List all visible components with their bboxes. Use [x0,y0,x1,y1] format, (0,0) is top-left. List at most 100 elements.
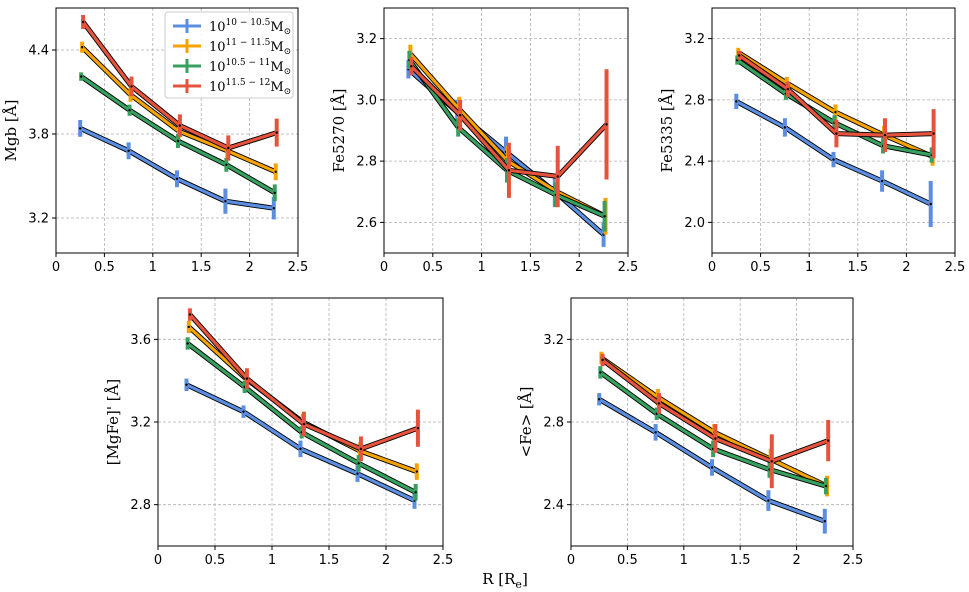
y-axis-label: <Fe> [Å] [517,387,535,458]
axes-frame [55,7,299,254]
data-point [81,20,85,24]
data-point [932,132,935,135]
y-axis-label: Mgb [Å] [2,100,20,162]
axes-frame [711,7,956,254]
data-point [245,377,249,380]
panel-3: 0 0.5 1 1.5 2 2.5 2.0 2.4 2.8 3.2 Fe5335 [Å] [658,7,965,275]
panel-4: 0 0.5 1 1.5 2 2.5 2.8 3.2 3.6 [MgFe]' [Å] [104,297,454,568]
x-tick-label: 1 [268,553,276,568]
series-3 [79,72,277,202]
x-tick-label: 1.5 [191,260,212,275]
data-point [832,158,835,161]
data-point [823,520,826,523]
x-tick-label: 2.5 [843,553,864,568]
data-point [883,133,887,137]
data-point [601,358,604,362]
series-4 [187,308,420,462]
series-1 [78,120,276,220]
data-point [714,437,717,440]
x-tick-label: 2 [575,260,583,275]
data-point [224,200,227,203]
data-point [127,149,130,152]
legend-entry: 1010.5 − 11M⊙ [173,58,291,77]
data-point [880,179,884,183]
series-4 [737,50,936,159]
x-tick-label: 1 [477,260,485,275]
x-tick-label: 2.5 [433,553,454,568]
series-3 [598,366,828,495]
series-1 [597,393,827,534]
legend-label: 1011 − 11.5M⊙ [209,38,291,57]
x-tick-label: 1.5 [319,553,340,568]
y-tick-label: 3.2 [28,212,49,227]
legend: 1010 − 10.5M⊙1011 − 11.5M⊙1010.5 − 11M⊙1… [164,11,294,99]
data-point [273,191,276,194]
panel-5: 0 0.5 1 1.5 2 2.5 2.4 2.8 3.2 <Fe> [Å] [517,297,864,568]
y-axis-label: [MgFe]' [Å] [104,379,122,466]
axes-frame [383,7,629,254]
x-tick-label: 1 [149,260,157,275]
data-point [187,325,190,329]
series-1 [184,378,417,509]
series-4 [81,15,279,161]
data-point [188,313,192,316]
y-tick-label: 3.2 [684,32,705,47]
panel-2: 0 0.5 1 1.5 2 2.5 2.6 2.8 3.0 3.2 Fe5270 [Å] [330,7,638,275]
data-point [80,46,84,49]
x-tick-label: 1 [680,553,688,568]
legend-entry: 1011.5 − 12M⊙ [173,78,291,97]
data-point [458,113,462,117]
shared-x-axis-label: R [Re] [482,570,528,591]
x-tick-label: 0 [154,553,162,568]
data-point [178,124,182,127]
y-tick-label: 3.0 [356,93,377,108]
y-tick-label: 2.8 [684,93,705,108]
data-point [130,85,133,88]
data-point [835,132,838,135]
y-tick-label: 2.6 [356,216,377,231]
y-tick-label: 2.4 [543,498,564,513]
data-point [738,54,741,57]
data-point [242,410,245,413]
series-4 [600,353,831,489]
data-point [225,163,228,166]
data-point [735,100,738,103]
data-point [824,484,828,488]
x-tick-label: 2 [792,553,800,568]
x-tick-label: 0.5 [422,260,443,275]
data-point [603,215,606,218]
data-point [356,472,359,475]
y-tick-label: 3.8 [28,128,49,143]
x-tick-label: 2 [382,553,390,568]
y-tick-label: 2.4 [684,155,705,170]
series-3 [185,337,418,501]
x-tick-label: 0.5 [205,553,226,568]
legend-box [164,11,294,99]
data-point [79,127,82,130]
data-point [929,202,932,206]
data-point [176,139,180,143]
data-point [302,422,306,426]
data-point [770,460,773,463]
legend-label: 1010.5 − 11M⊙ [209,58,291,77]
y-tick-label: 2.8 [356,155,377,170]
data-point [507,169,511,172]
y-tick-label: 2.8 [130,498,151,513]
data-point [786,87,790,91]
data-point [227,146,230,150]
data-point [275,131,278,134]
x-tick-label: 0.5 [94,260,115,275]
data-point [414,491,417,494]
data-point [175,177,179,180]
x-tick-label: 0 [567,553,575,568]
y-tick-label: 2.8 [543,416,564,431]
legend-label: 1011.5 − 12M⊙ [209,78,291,97]
x-tick-label: 1.5 [730,553,751,568]
y-tick-label: 3.2 [130,416,151,431]
x-tick-label: 2.5 [288,260,309,275]
data-point [186,342,189,345]
data-point [598,398,601,401]
data-point [416,427,420,430]
y-axis-label: Fe5335 [Å] [658,89,676,173]
legend-label: 1010 − 10.5M⊙ [209,18,291,37]
